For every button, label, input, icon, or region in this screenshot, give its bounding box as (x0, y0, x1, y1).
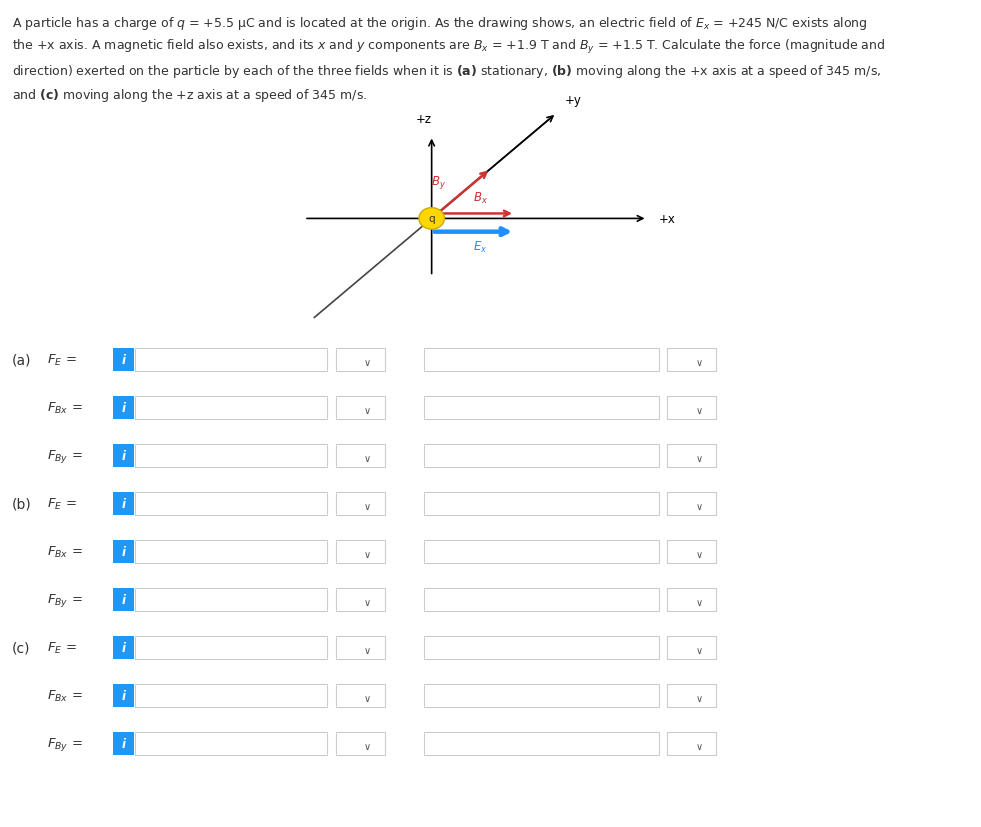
FancyBboxPatch shape (113, 588, 134, 611)
FancyBboxPatch shape (135, 588, 327, 611)
FancyBboxPatch shape (336, 444, 385, 467)
Text: i: i (122, 593, 126, 606)
Text: i: i (122, 689, 126, 702)
Text: $F_{By}$ =: $F_{By}$ = (47, 447, 82, 464)
FancyBboxPatch shape (424, 444, 659, 467)
Text: (b): (b) (12, 497, 31, 510)
Text: ∨: ∨ (364, 405, 371, 415)
FancyBboxPatch shape (135, 396, 327, 419)
Text: ∨: ∨ (364, 645, 371, 655)
FancyBboxPatch shape (336, 732, 385, 755)
Text: ∨: ∨ (696, 501, 702, 511)
FancyBboxPatch shape (135, 540, 327, 563)
FancyBboxPatch shape (113, 348, 134, 371)
FancyBboxPatch shape (336, 588, 385, 611)
FancyBboxPatch shape (424, 396, 659, 419)
Text: (c): (c) (12, 641, 30, 654)
FancyBboxPatch shape (667, 396, 716, 419)
Text: +z: +z (416, 112, 432, 126)
Text: ∨: ∨ (364, 741, 371, 751)
Text: i: i (122, 449, 126, 462)
FancyBboxPatch shape (135, 732, 327, 755)
FancyBboxPatch shape (667, 588, 716, 611)
Text: $B_x$: $B_x$ (474, 191, 489, 206)
FancyBboxPatch shape (113, 540, 134, 563)
FancyBboxPatch shape (135, 684, 327, 707)
FancyBboxPatch shape (113, 444, 134, 467)
Text: ∨: ∨ (364, 453, 371, 463)
Text: $F_E$ =: $F_E$ = (47, 352, 77, 367)
Text: ∨: ∨ (696, 405, 702, 415)
FancyBboxPatch shape (667, 348, 716, 371)
FancyBboxPatch shape (113, 492, 134, 515)
Text: $F_{By}$ =: $F_{By}$ = (47, 591, 82, 608)
FancyBboxPatch shape (667, 732, 716, 755)
FancyBboxPatch shape (424, 636, 659, 659)
Text: q: q (429, 214, 435, 224)
FancyBboxPatch shape (336, 492, 385, 515)
Text: ∨: ∨ (364, 693, 371, 703)
Text: ∨: ∨ (696, 357, 702, 367)
FancyBboxPatch shape (667, 684, 716, 707)
Text: i: i (122, 641, 126, 654)
FancyBboxPatch shape (424, 540, 659, 563)
FancyBboxPatch shape (336, 348, 385, 371)
Text: $F_{By}$ =: $F_{By}$ = (47, 735, 82, 752)
Text: +x: +x (659, 213, 676, 226)
FancyBboxPatch shape (424, 492, 659, 515)
FancyBboxPatch shape (113, 636, 134, 659)
Text: ∨: ∨ (696, 453, 702, 463)
FancyBboxPatch shape (135, 348, 327, 371)
Text: i: i (122, 401, 126, 414)
FancyBboxPatch shape (667, 636, 716, 659)
FancyBboxPatch shape (113, 732, 134, 755)
FancyBboxPatch shape (424, 684, 659, 707)
Text: i: i (122, 353, 126, 366)
Text: ∨: ∨ (696, 741, 702, 751)
Text: $F_{Bx}$ =: $F_{Bx}$ = (47, 544, 82, 559)
FancyBboxPatch shape (135, 444, 327, 467)
Text: $E_x$: $E_x$ (474, 240, 488, 255)
Text: ∨: ∨ (364, 357, 371, 367)
FancyBboxPatch shape (336, 684, 385, 707)
Text: $F_{Bx}$ =: $F_{Bx}$ = (47, 688, 82, 703)
Text: $F_{Bx}$ =: $F_{Bx}$ = (47, 400, 82, 415)
Text: ∨: ∨ (696, 645, 702, 655)
FancyBboxPatch shape (113, 396, 134, 419)
FancyBboxPatch shape (667, 540, 716, 563)
Text: $F_E$ =: $F_E$ = (47, 496, 77, 511)
Text: $B_y$: $B_y$ (431, 174, 445, 190)
Text: ∨: ∨ (364, 597, 371, 607)
Text: ∨: ∨ (696, 693, 702, 703)
FancyBboxPatch shape (667, 444, 716, 467)
FancyBboxPatch shape (424, 348, 659, 371)
Text: i: i (122, 545, 126, 558)
Circle shape (419, 208, 444, 230)
FancyBboxPatch shape (336, 396, 385, 419)
FancyBboxPatch shape (424, 732, 659, 755)
FancyBboxPatch shape (113, 684, 134, 707)
FancyBboxPatch shape (336, 636, 385, 659)
Text: ∨: ∨ (364, 501, 371, 511)
FancyBboxPatch shape (135, 492, 327, 515)
Text: ∨: ∨ (696, 597, 702, 607)
Text: i: i (122, 737, 126, 750)
Text: +y: +y (564, 94, 581, 108)
Text: (a): (a) (12, 353, 31, 366)
Text: i: i (122, 497, 126, 510)
Text: $F_E$ =: $F_E$ = (47, 640, 77, 655)
FancyBboxPatch shape (667, 492, 716, 515)
FancyBboxPatch shape (336, 540, 385, 563)
FancyBboxPatch shape (424, 588, 659, 611)
FancyBboxPatch shape (135, 636, 327, 659)
Text: ∨: ∨ (696, 549, 702, 559)
Text: A particle has a charge of $q$ = +5.5 μC and is located at the origin. As the dr: A particle has a charge of $q$ = +5.5 μC… (12, 15, 885, 103)
Text: ∨: ∨ (364, 549, 371, 559)
